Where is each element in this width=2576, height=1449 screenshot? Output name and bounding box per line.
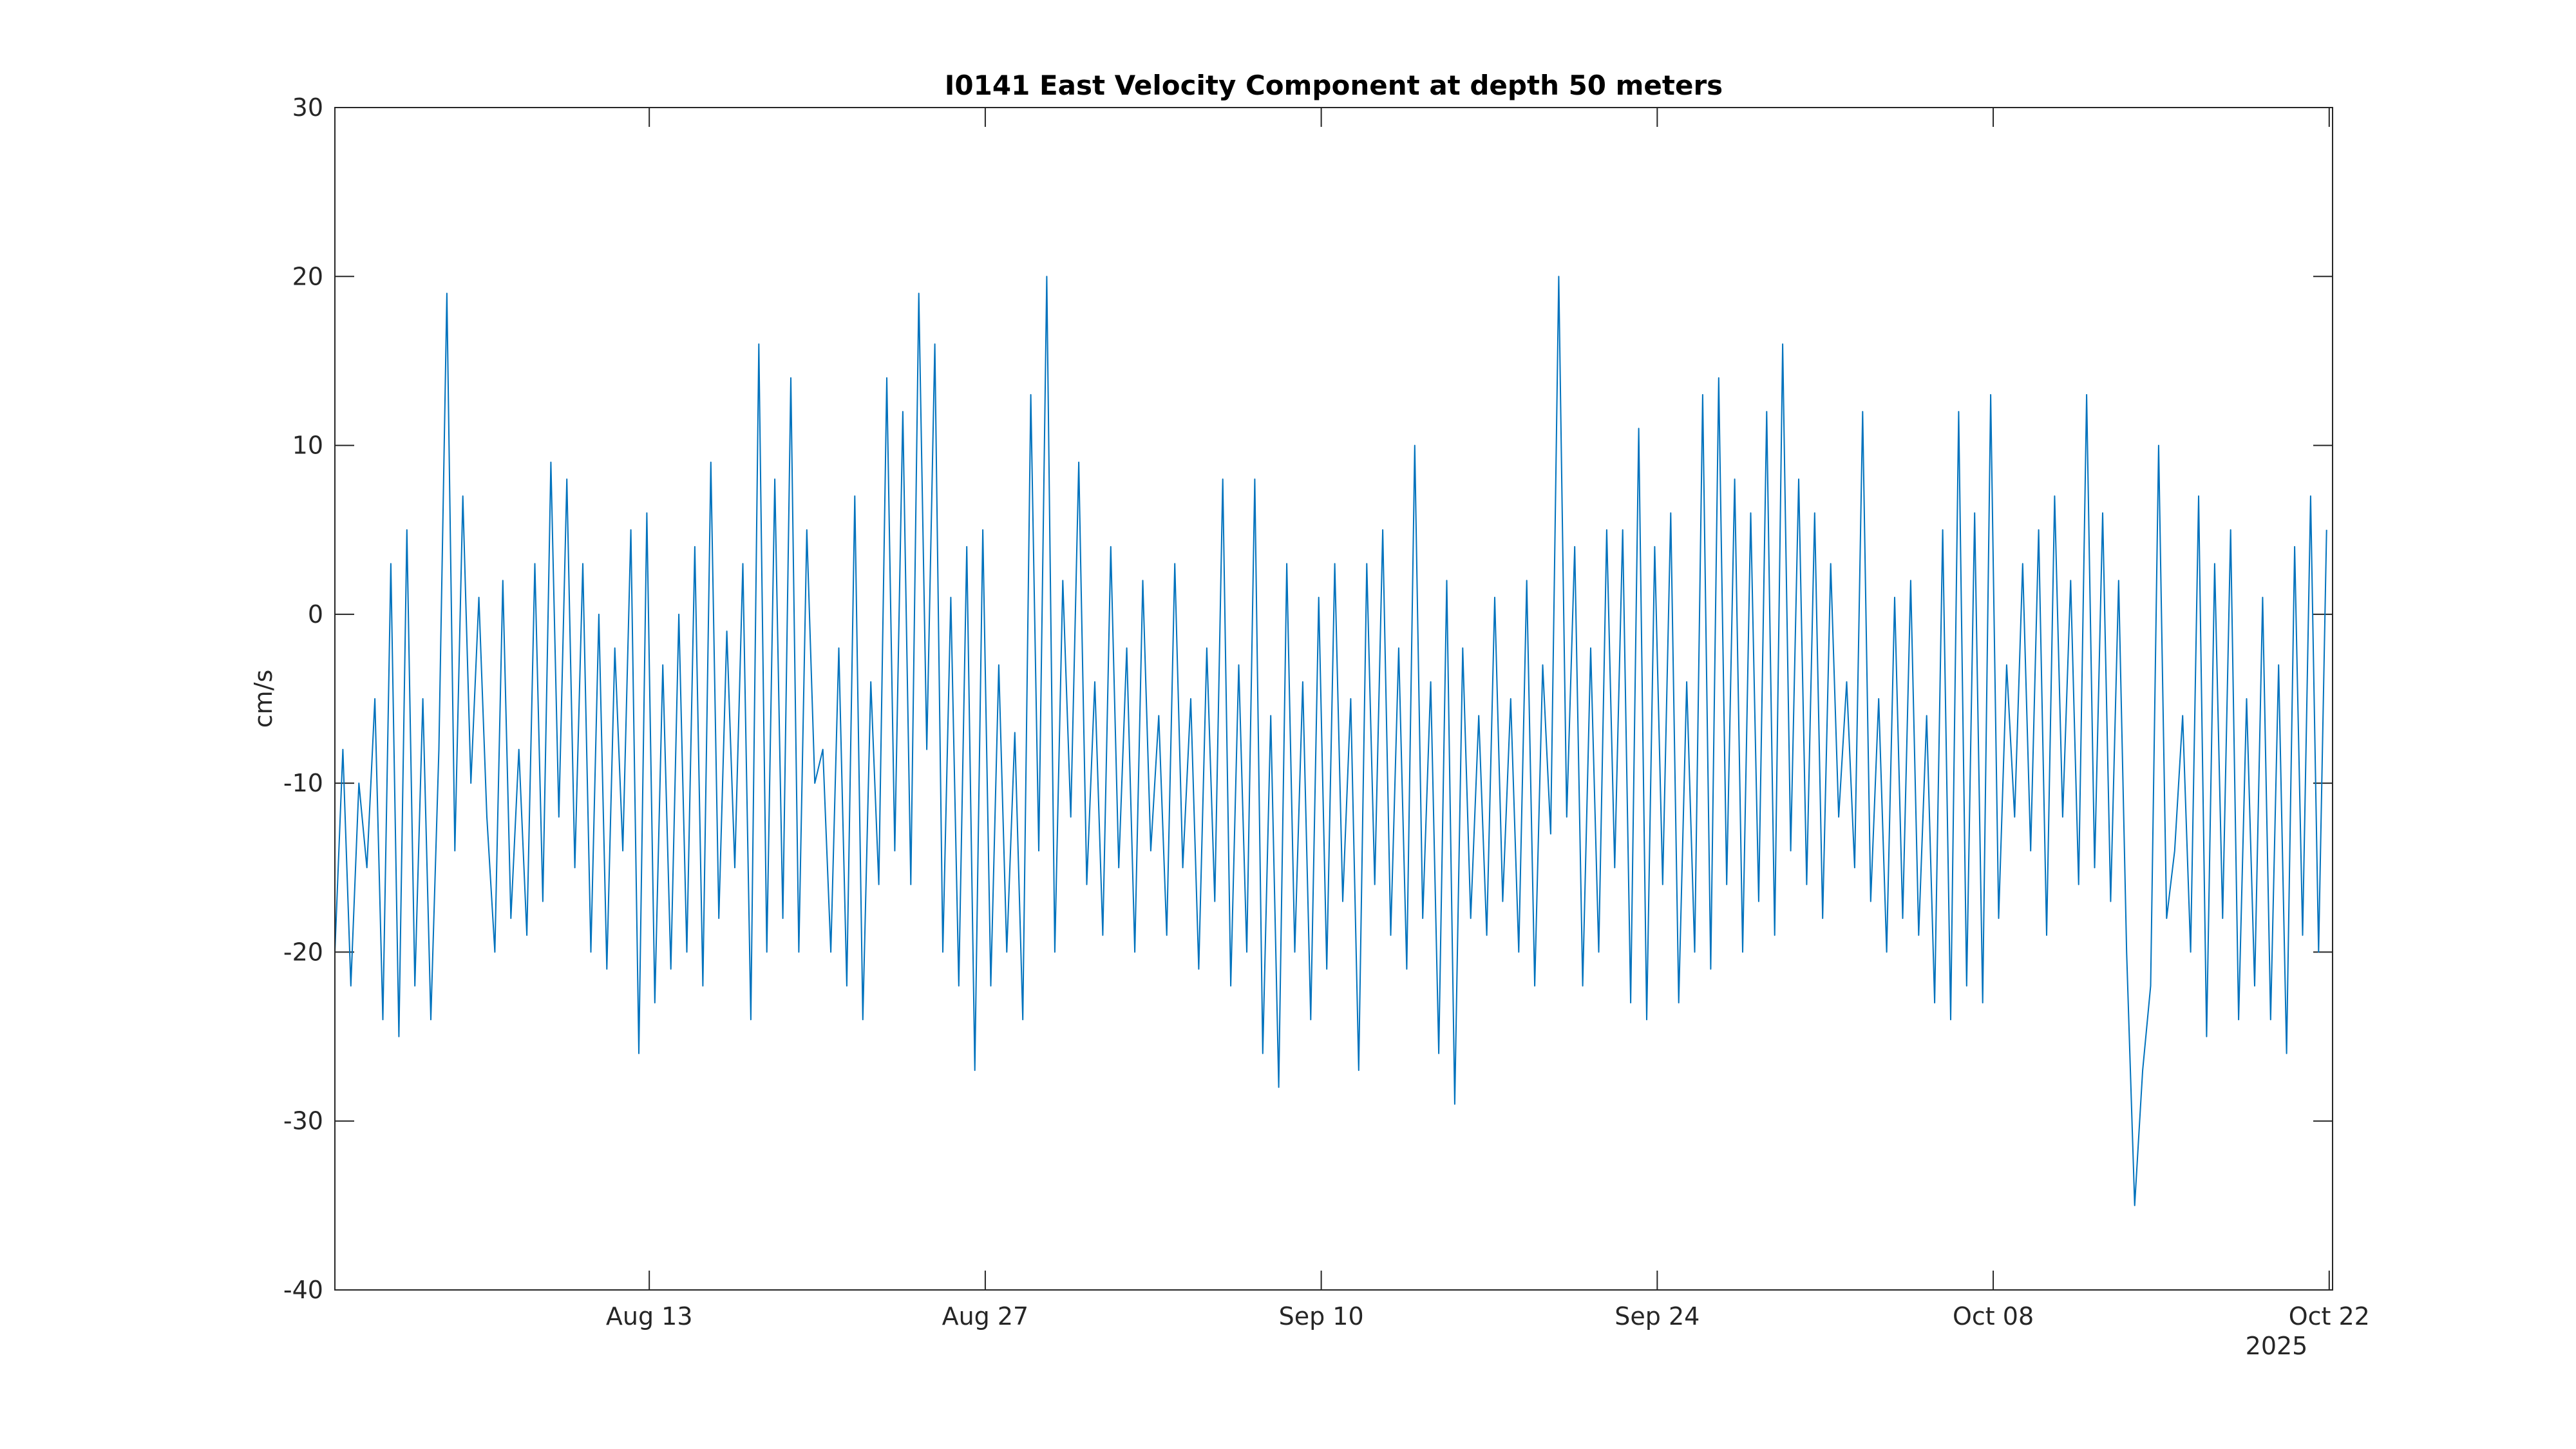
y-tick-label: -30 — [283, 1107, 323, 1135]
x-tick-label: Sep 24 — [1615, 1302, 1700, 1331]
chart-title: I0141 East Velocity Component at depth 5… — [945, 70, 1723, 101]
x-tick-label: Oct 08 — [1953, 1302, 2034, 1331]
y-tick-label: 20 — [292, 262, 323, 290]
x-tick-label: Aug 27 — [942, 1302, 1029, 1331]
y-tick-label: -10 — [283, 769, 323, 797]
axes-box — [334, 107, 2333, 1291]
y-tick-label: -20 — [283, 938, 323, 966]
x-tick-label: Sep 10 — [1279, 1302, 1364, 1331]
series-line-east-velocity — [334, 276, 2327, 1206]
x-secondary-label: 2025 — [2246, 1332, 2308, 1360]
y-tick-label: 10 — [292, 431, 323, 460]
x-tick-label: Aug 13 — [606, 1302, 693, 1331]
y-tick-label: -40 — [283, 1276, 323, 1304]
x-tick-label: Oct 22 — [2289, 1302, 2370, 1331]
y-tick-label: 30 — [292, 93, 323, 122]
y-tick-label: 0 — [308, 600, 323, 629]
y-axis-label: cm/s — [249, 670, 278, 728]
